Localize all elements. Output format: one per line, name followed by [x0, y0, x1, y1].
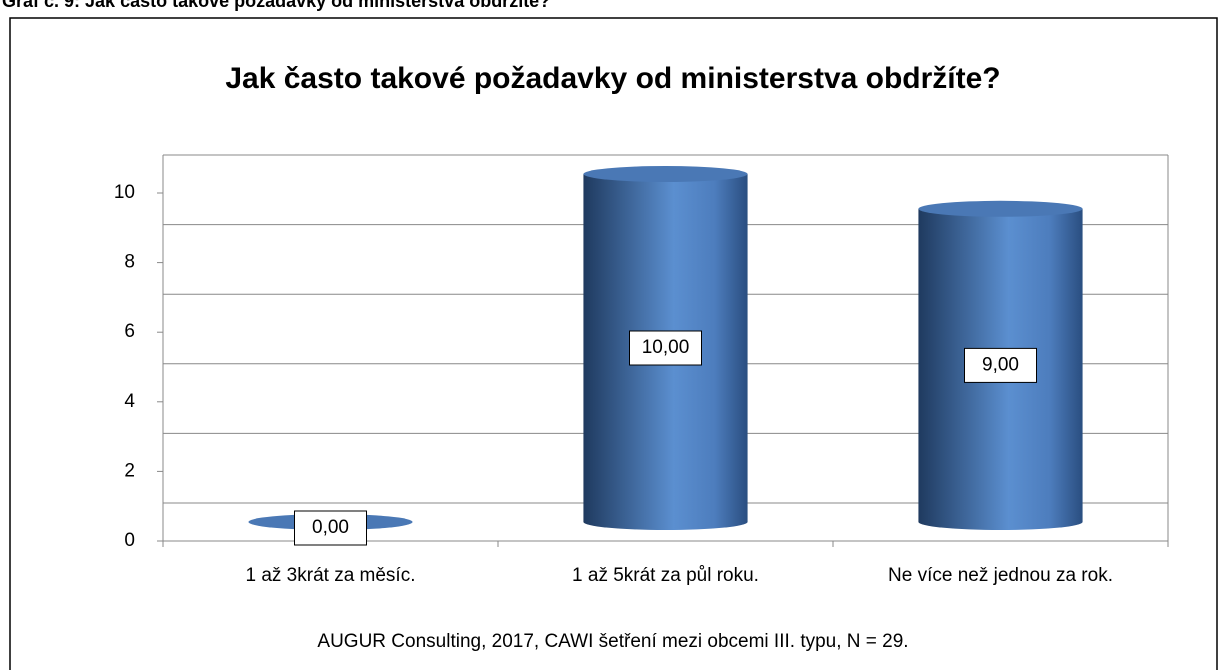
caption: Graf č. 9: Jak často takové požadavky od… [2, 0, 550, 11]
value-label: 0,00 [312, 517, 349, 538]
value-label-box [964, 347, 1037, 383]
y-tick-label: 4 [124, 391, 135, 412]
cylinder-base [918, 514, 1083, 530]
y-tick-label: 10 [114, 182, 135, 203]
cylinder-top [583, 166, 748, 182]
x-tick-label: 1 až 5krát za půl roku. [572, 565, 759, 586]
value-label-box [294, 510, 367, 546]
y-tick-label: 0 [124, 530, 135, 551]
x-tick-label: 1 až 3krát za měsíc. [245, 565, 415, 586]
value-label: 9,00 [982, 354, 1019, 375]
cylinder-top [918, 200, 1083, 217]
chart-title: Jak často takové požadavky od ministerst… [225, 62, 1000, 95]
x-tick-label: Ne více než jednou za rok. [888, 565, 1113, 586]
source: AUGUR Consulting, 2017, CAWI šetření mez… [317, 631, 908, 652]
y-tick-label: 2 [124, 460, 135, 481]
value-label-box [629, 330, 702, 366]
value-label: 10,00 [642, 337, 690, 358]
cylinder-base [583, 514, 748, 530]
y-tick-label: 8 [124, 252, 135, 273]
y-tick-label: 6 [124, 321, 135, 342]
